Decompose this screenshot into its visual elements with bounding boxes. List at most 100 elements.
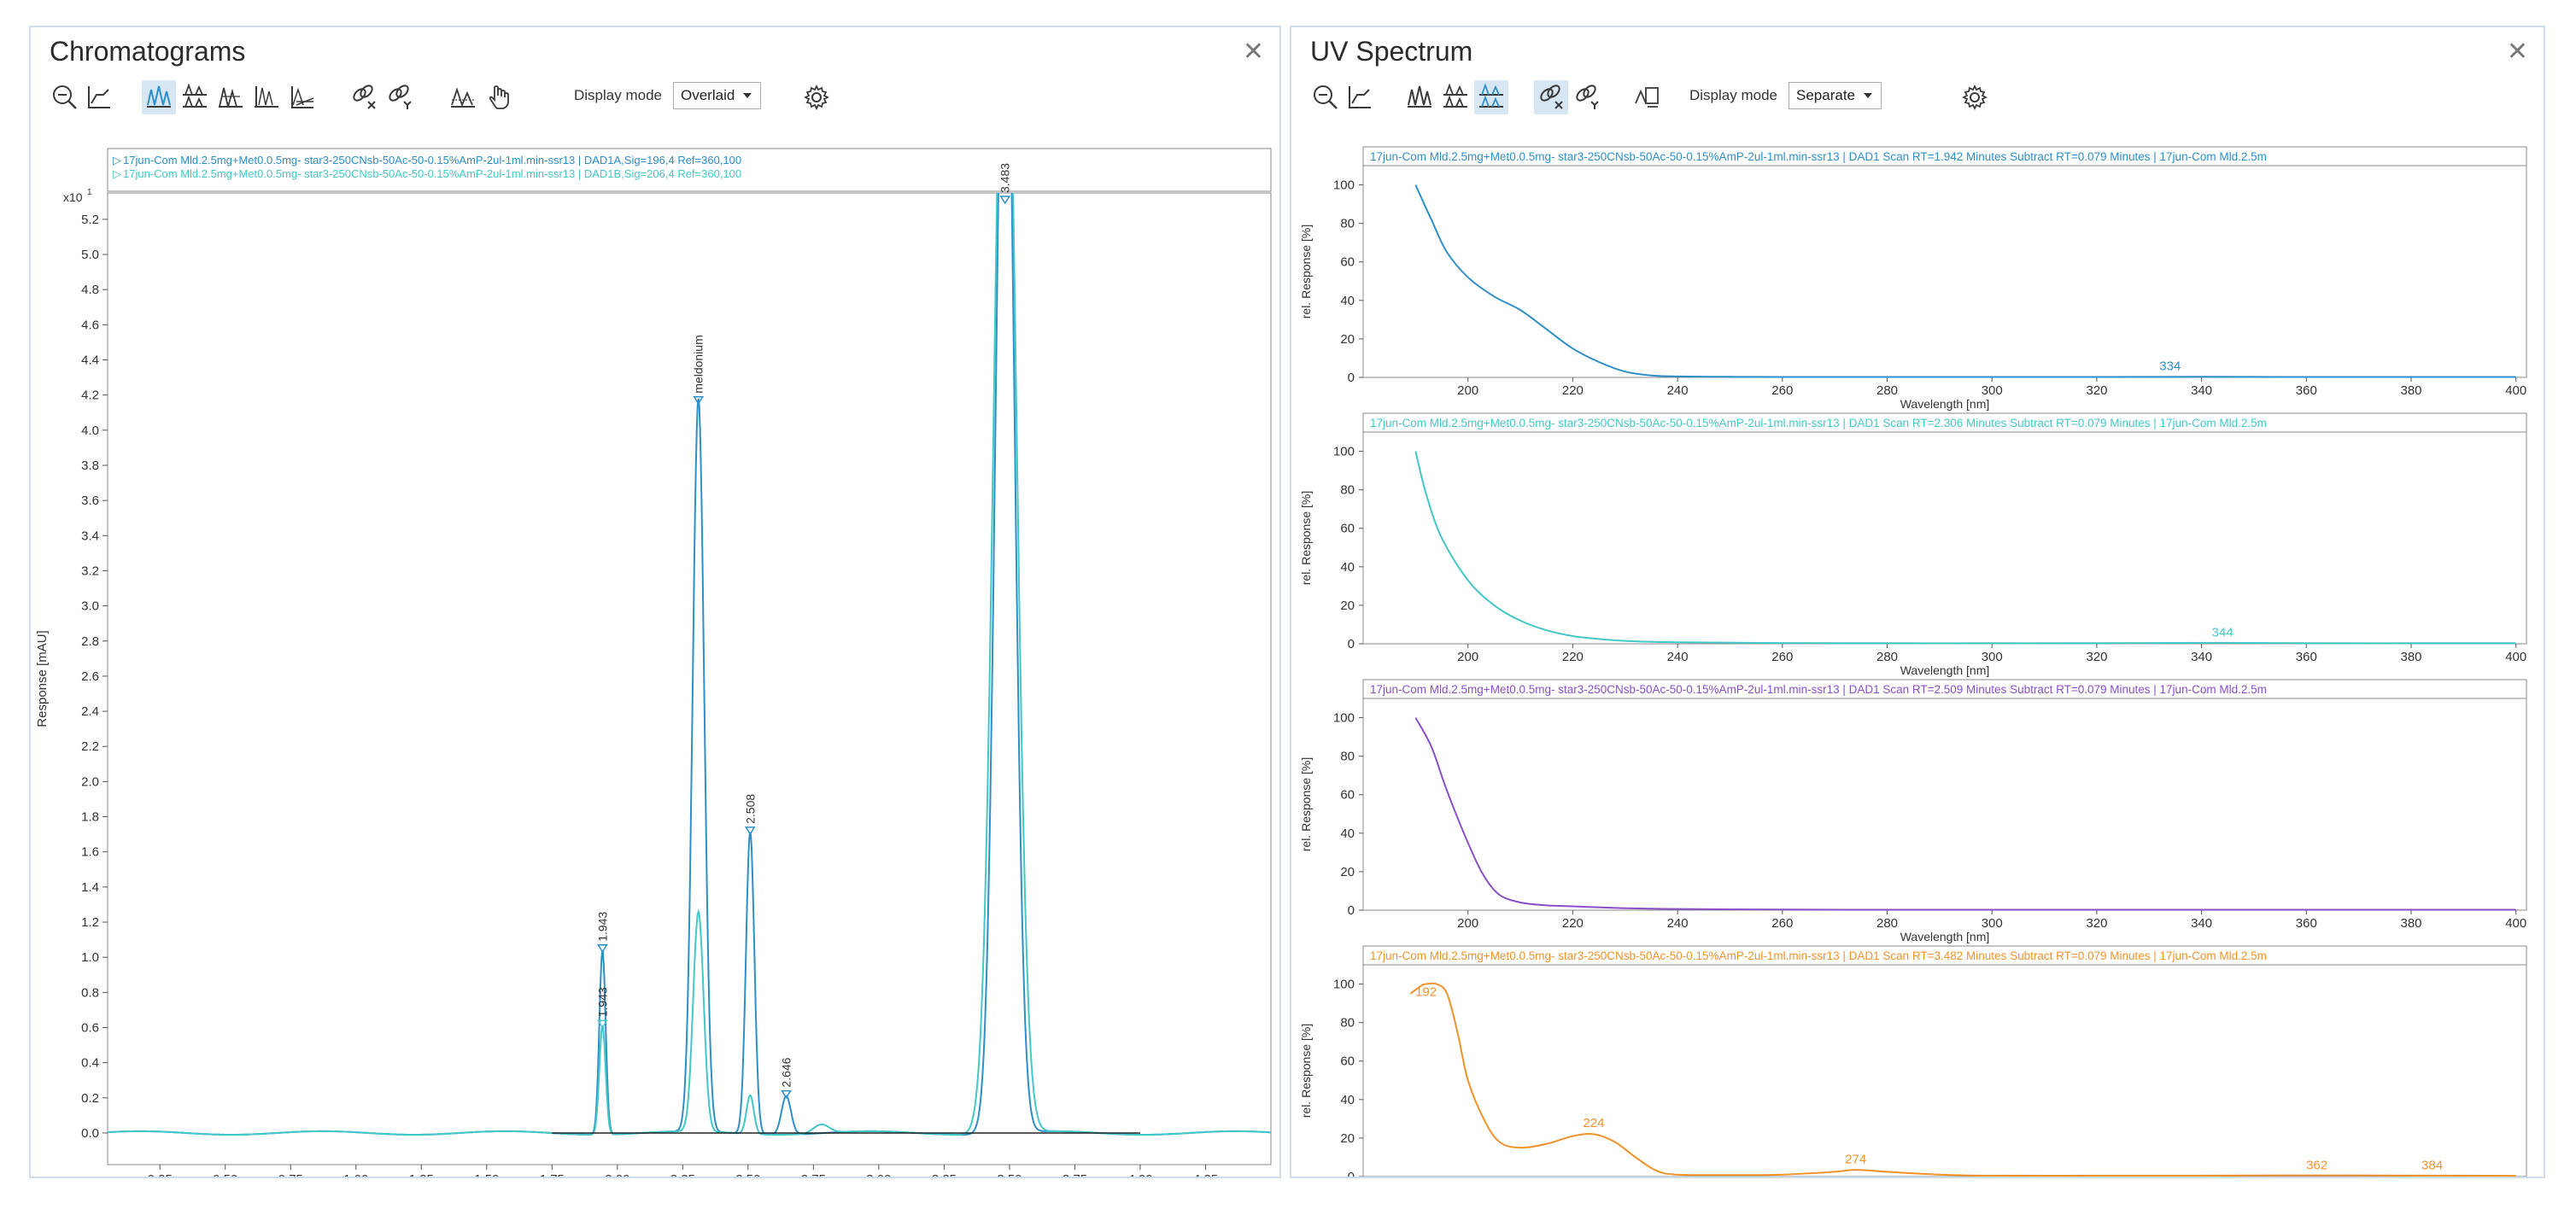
peak-label: meldonium (692, 335, 705, 393)
y-axis-label: rel. Response [%] (1299, 225, 1313, 319)
x-tick-label: 280 (1876, 383, 1898, 398)
separate-icon[interactable] (214, 80, 248, 114)
display-mode-select[interactable]: Separate (1789, 82, 1882, 109)
y-tick-label: 4.8 (81, 283, 99, 297)
x-tick-label: 400 (2505, 383, 2526, 398)
y-tick-label: 60 (1340, 1054, 1355, 1069)
x-tick-label: 2.75 (801, 1172, 826, 1177)
x-tick-label: 220 (1562, 916, 1584, 931)
overlay-icon[interactable] (142, 80, 176, 114)
y-tick-label: 40 (1340, 560, 1355, 575)
y-tick-label: 0.0 (81, 1126, 99, 1141)
stack-icon[interactable] (1438, 80, 1472, 114)
x-tick-label: 1.00 (343, 1172, 368, 1177)
y-tick-label: 60 (1340, 522, 1355, 536)
y-tick-label: 4.2 (81, 388, 99, 403)
spectrum-line (1414, 717, 2516, 911)
y-tick-label: 4.6 (81, 318, 99, 332)
close-icon[interactable]: ✕ (2506, 38, 2528, 66)
peak-annotation: 192 (1415, 985, 1437, 1000)
stack-icon[interactable] (178, 80, 212, 114)
x-tick-label: 400 (2505, 650, 2526, 664)
y-tick-label: 80 (1340, 1016, 1355, 1031)
link-x-icon[interactable] (347, 80, 381, 114)
x-tick-label: 320 (2086, 916, 2107, 931)
y-axis-label: Response [mAU] (35, 630, 50, 727)
y-tick-label: 60 (1340, 788, 1355, 803)
spectrum-frame (1362, 431, 2527, 645)
x-tick-label: 3.25 (932, 1172, 957, 1177)
chromatogram-plot[interactable]: ▷ 17jun-Com Mld.2.5mg+Met0.0.5mg- star3-2… (31, 123, 1279, 1177)
y-tick-label: 2.6 (81, 669, 99, 684)
baseline-icon[interactable] (285, 80, 319, 114)
spectrum-title: 17jun-Com Mld.2.5mg+Met0.0.5mg- star3-25… (1370, 949, 2267, 962)
x-tick-label: 280 (1876, 916, 1898, 931)
x-tick-label: 300 (1982, 916, 2003, 931)
spectrum-frame (1362, 698, 2527, 911)
autoscale-icon[interactable] (1343, 80, 1377, 114)
y-tick-label: 2.2 (81, 739, 99, 754)
x-tick-label: 220 (1562, 383, 1584, 398)
y-tick-label: 0.6 (81, 1020, 99, 1035)
y-tick-label: 60 (1340, 255, 1355, 270)
x-tick-label: 0.25 (148, 1172, 173, 1177)
y-tick-label: 1.0 (81, 950, 99, 965)
y-axis-label: rel. Response [%] (1299, 1024, 1313, 1118)
gear-icon[interactable] (1958, 80, 1992, 114)
spectrum-line (1409, 982, 2516, 1177)
peak-label: 2.508 (743, 794, 757, 824)
y-tick-label: 100 (1333, 445, 1355, 459)
x-tick-label: 260 (1771, 916, 1793, 931)
overlay-icon[interactable] (1402, 80, 1437, 114)
x-tick-label: 320 (2086, 650, 2107, 664)
gear-icon[interactable] (799, 80, 834, 114)
x-tick-label: 260 (1771, 383, 1793, 398)
x-tick-label: 220 (1562, 650, 1584, 664)
y-tick-label: 4.0 (81, 423, 99, 438)
x-tick-label: 2.25 (670, 1172, 695, 1177)
x-tick-label: 200 (1457, 916, 1478, 931)
link-y-icon[interactable] (383, 80, 417, 114)
legend-marker: ▷ (113, 154, 121, 166)
y-tick-label: 3.6 (81, 494, 99, 508)
uv-spectrum-panel: UV Spectrum ✕ Display mode Separate 17ju… (1290, 26, 2545, 1178)
x-tick-label: 0.50 (213, 1172, 237, 1177)
spectrum-frame (1362, 165, 2527, 378)
separate-icon[interactable] (1474, 80, 1508, 114)
x-axis-label: Wavelength [nm] (1900, 663, 1990, 677)
zoom-out-icon[interactable] (48, 80, 82, 114)
x-tick-label: 380 (2401, 650, 2422, 664)
link-x-icon[interactable] (1534, 80, 1568, 114)
peak-label: 1.943 (595, 987, 609, 1017)
peak-marker (597, 1019, 608, 1029)
peak-icon[interactable] (446, 80, 480, 114)
zoom-out-icon[interactable] (1308, 80, 1343, 114)
hand-icon[interactable] (482, 80, 516, 114)
chromatogram-toolbar: Display mode Overlaid (48, 80, 1262, 118)
uv-spectrum-plots[interactable]: 17jun-Com Mld.2.5mg+Met0.0.5mg- star3-25… (1291, 123, 2544, 1177)
y-tick-label: 2.8 (81, 634, 99, 649)
x-tick-label: 4.00 (1127, 1172, 1152, 1177)
y-tick-label: 3.8 (81, 458, 99, 473)
3d-icon[interactable] (249, 80, 284, 114)
chromatograms-panel: Chromatograms ✕ Display mode Overlaid (29, 26, 1281, 1178)
spectrum-icon[interactable] (1630, 80, 1664, 114)
y-tick-label: 1.2 (81, 915, 99, 930)
peak-marker (693, 395, 705, 406)
spectrum-line (1414, 184, 2516, 378)
y-tick-label: 0.2 (81, 1091, 99, 1106)
spectrum-title: 17jun-Com Mld.2.5mg+Met0.0.5mg- star3-25… (1370, 150, 2267, 163)
autoscale-icon[interactable] (82, 80, 116, 114)
x-tick-label: 4.25 (1193, 1172, 1218, 1177)
y-tick-label: 2.4 (81, 704, 99, 719)
x-tick-label: 340 (2191, 383, 2212, 398)
x-tick-label: 240 (1667, 383, 1689, 398)
link-y-icon[interactable] (1570, 80, 1604, 114)
x-tick-label: 1.50 (474, 1172, 499, 1177)
x-tick-label: 360 (2296, 650, 2317, 664)
x-axis-label: Wavelength [nm] (1900, 397, 1990, 411)
display-mode-select[interactable]: Overlaid (673, 82, 762, 109)
close-icon[interactable]: ✕ (1242, 38, 1264, 66)
y-tick-label: 100 (1333, 178, 1355, 193)
peak-annotation: 362 (2306, 1158, 2327, 1172)
